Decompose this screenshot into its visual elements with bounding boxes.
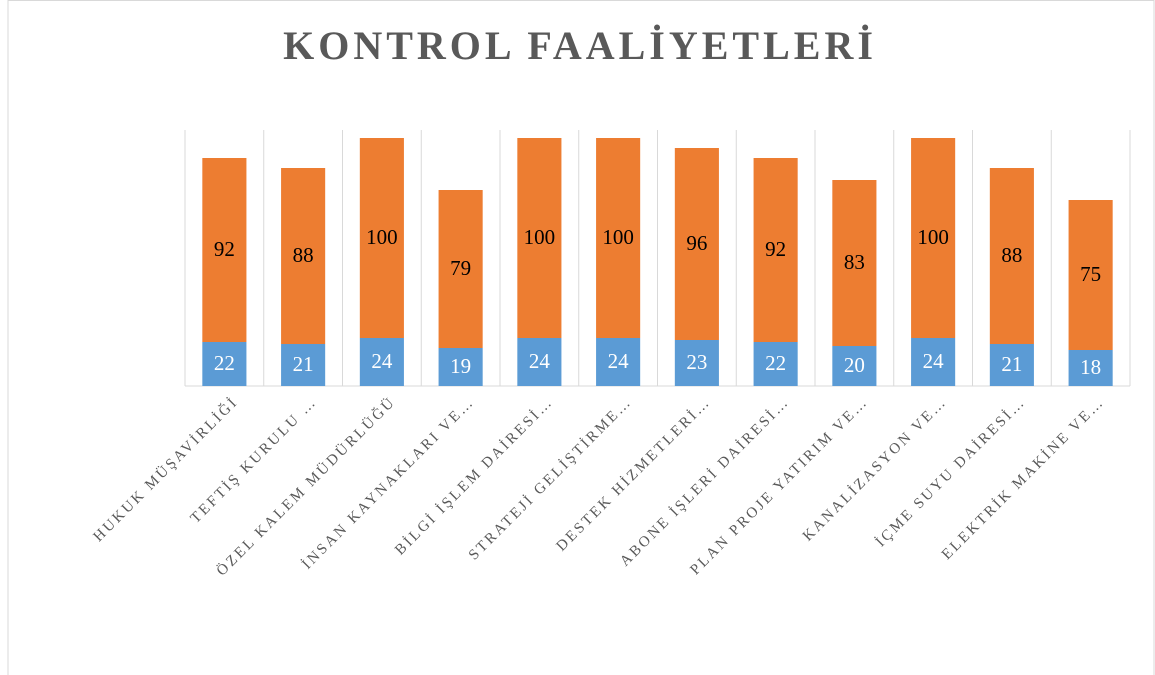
data-label: 20	[844, 353, 865, 377]
data-label: 24	[529, 349, 551, 373]
data-label: 83	[844, 250, 865, 274]
bar-segment	[753, 158, 798, 342]
x-tick-label: KANALİZASYON VE…	[800, 394, 950, 544]
bar-segment	[1068, 350, 1113, 386]
data-label: 92	[765, 237, 786, 261]
bar-segment	[359, 338, 404, 386]
data-label: 24	[371, 349, 393, 373]
bar-segment	[202, 158, 247, 342]
chart-border	[7, 0, 1155, 675]
bar-segment	[832, 346, 877, 386]
chart-title: KONTROL FAALİYETLERİ	[283, 23, 877, 68]
data-label: 100	[366, 225, 398, 249]
data-label: 22	[765, 351, 786, 375]
data-label: 96	[686, 231, 707, 255]
data-label: 88	[293, 243, 314, 267]
bar-segment	[989, 168, 1034, 344]
x-tick-label: ÖZEL KALEM MÜDÜRLÜĞÜ	[213, 393, 399, 579]
data-label: 75	[1080, 262, 1101, 286]
data-label: 21	[293, 352, 314, 376]
x-tick-label: STRATEJİ GELİŞTİRME…	[466, 394, 636, 564]
bar-segment	[911, 338, 956, 386]
bar-segment	[438, 190, 483, 348]
bar-segment	[281, 168, 326, 344]
bar-segment	[281, 344, 326, 386]
bar-segment	[911, 138, 956, 338]
x-tick-label: İÇME SUYU DAİRESİ…	[873, 394, 1029, 550]
x-tick-label: HUKUK MÜŞAVİRLİĞİ	[90, 393, 242, 545]
bar-segment	[596, 338, 641, 386]
bar-segment	[989, 344, 1034, 386]
data-label: 92	[214, 237, 235, 261]
bar-segment	[438, 348, 483, 386]
data-label: 24	[923, 349, 945, 373]
bar-segment	[517, 338, 562, 386]
bar-segment	[1068, 200, 1113, 350]
data-label: 19	[450, 354, 471, 378]
data-label: 23	[686, 350, 707, 374]
data-label: 24	[608, 349, 630, 373]
bar-segment	[202, 342, 247, 386]
data-label: 79	[450, 256, 471, 280]
data-label: 21	[1001, 352, 1022, 376]
data-label: 100	[602, 225, 634, 249]
bar-segment	[832, 180, 877, 346]
x-tick-label: TEFTİŞ KURULU …	[188, 394, 321, 527]
data-label: 18	[1080, 355, 1101, 379]
bar-segment	[359, 138, 404, 338]
data-label: 88	[1001, 243, 1022, 267]
bar-segment	[674, 340, 719, 386]
x-tick-label: BİLGİ İŞLEM DAİRESİ…	[392, 394, 557, 559]
bar-segment	[596, 138, 641, 338]
bar-segment	[517, 138, 562, 338]
bar-segment	[674, 148, 719, 340]
x-tick-label: İNSAN KAYNAKLARI VE…	[299, 394, 478, 573]
data-label: 100	[917, 225, 949, 249]
x-tick-label: ABONE İŞLERİ DAİRESİ…	[617, 394, 793, 570]
x-tick-label: DESTEK HİZMETLERİ…	[553, 394, 714, 555]
bar-segment	[753, 342, 798, 386]
data-label: 100	[524, 225, 556, 249]
x-tick-label: ELEKTRİK MAKİNE VE…	[939, 394, 1108, 563]
x-tick-label: PLAN PROJE YATIRIM VE…	[687, 394, 871, 578]
data-label: 22	[214, 351, 235, 375]
